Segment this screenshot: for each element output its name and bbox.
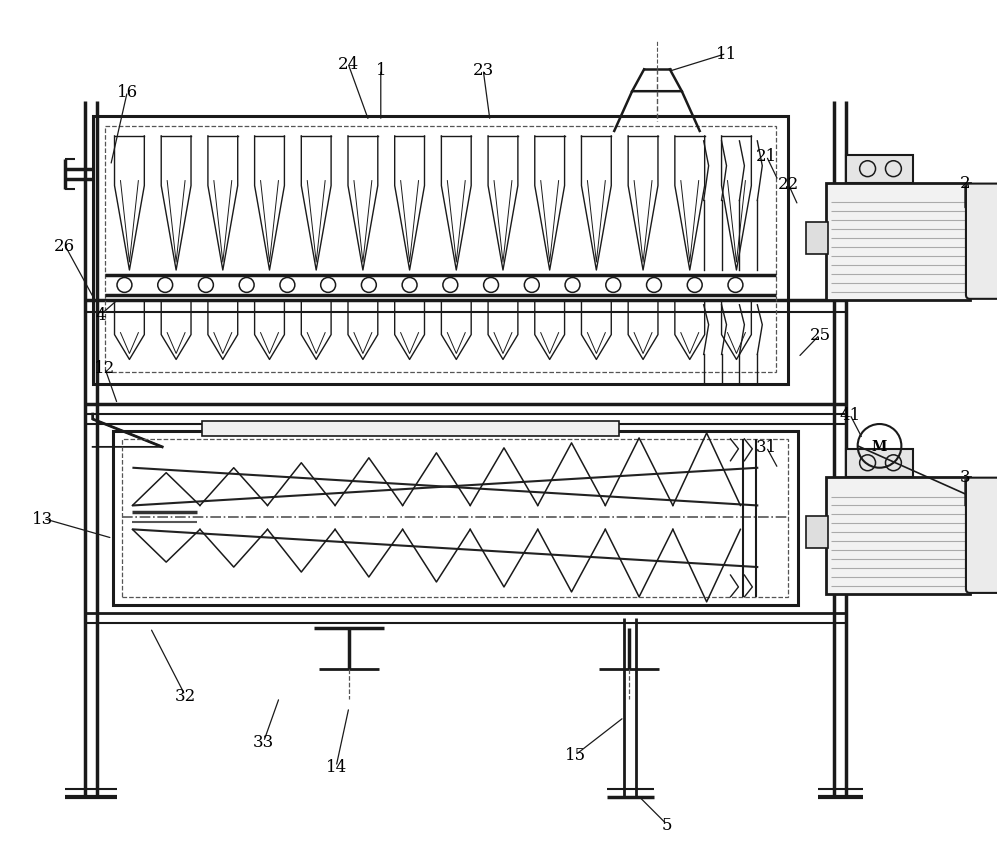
Bar — [806, 517, 828, 548]
Bar — [846, 450, 913, 477]
Bar — [826, 183, 970, 300]
Text: 23: 23 — [472, 61, 494, 78]
Text: 32: 32 — [174, 687, 196, 704]
Text: 16: 16 — [117, 84, 138, 101]
FancyBboxPatch shape — [966, 184, 1000, 299]
Text: 15: 15 — [565, 746, 586, 763]
Text: 3: 3 — [960, 468, 970, 485]
Bar — [93, 117, 788, 385]
Bar — [846, 155, 913, 183]
Bar — [105, 127, 776, 373]
Text: 33: 33 — [253, 734, 274, 751]
Bar — [826, 477, 970, 595]
Text: 11: 11 — [716, 46, 737, 63]
Text: M: M — [872, 439, 887, 453]
Bar — [806, 223, 828, 255]
Text: 12: 12 — [94, 359, 115, 376]
Bar — [113, 432, 798, 605]
Text: 24: 24 — [337, 55, 359, 73]
Bar — [122, 439, 788, 597]
Text: 21: 21 — [756, 148, 777, 165]
Bar — [202, 421, 619, 437]
Text: 22: 22 — [777, 176, 799, 193]
Text: 13: 13 — [32, 510, 54, 527]
Text: 4: 4 — [95, 307, 106, 324]
Text: 31: 31 — [756, 438, 777, 456]
FancyBboxPatch shape — [966, 478, 1000, 593]
Text: 1: 1 — [375, 61, 386, 78]
Text: 2: 2 — [960, 175, 970, 192]
Text: 25: 25 — [809, 327, 830, 344]
Text: 41: 41 — [839, 406, 860, 423]
Text: 5: 5 — [662, 816, 672, 833]
Text: 14: 14 — [325, 758, 347, 775]
Text: 26: 26 — [54, 237, 75, 254]
